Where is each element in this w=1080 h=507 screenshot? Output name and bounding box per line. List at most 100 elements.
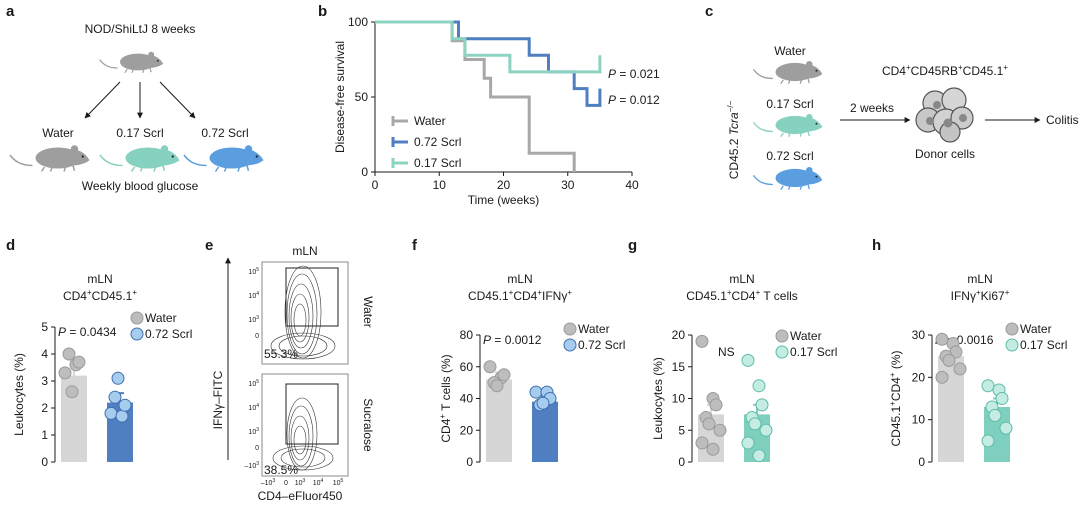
arrow-to-water [84,81,121,119]
svg-text:103: 103 [295,478,306,487]
panel-label-f: f [412,237,418,254]
mouse-icon-017-c [752,113,823,138]
b-xtick-label: 10 [433,178,447,192]
f-point [529,385,543,399]
g-ytick-label: 15 [672,360,686,374]
d-point [104,406,118,420]
svg-text:105: 105 [333,478,344,487]
flow-condition-bottom: Sucralose [361,398,375,452]
h-point [981,434,995,448]
d-ytick-label: 0 [41,455,48,469]
d-pvalue: P = 0.0434 [58,325,117,339]
f-bar-0 [486,379,512,462]
svg-text:104: 104 [313,478,324,487]
flow-plot-sucralose: 38.5% Sucralose 105 104 103 0 –103 –103 … [245,373,375,487]
h-point [995,392,1009,405]
h-point [935,332,949,346]
panel-d: d mLN CD4+CD45.1+ 0 1 2 3 4 5 Leukocytes (%) P = … [6,237,192,469]
panel-c: c CD45.2 Tcra−/− Water 0.17 Scrl 0.72 Sc… [705,3,1079,191]
mouse-icon-source [98,51,164,74]
flow-frame-bottom [261,373,349,477]
flow-yticks-top: 105 104 103 0 [248,267,259,340]
f-pvalue: P = 0.0012 [483,333,542,347]
f-point [497,368,511,382]
h-legend-label-0: Water [1020,322,1052,336]
panel-label-b: b [318,3,327,20]
f-point [536,396,550,410]
h-point [981,379,995,393]
f-point [490,379,504,393]
panel-label-a: a [6,3,15,20]
d-legend-label-1: 0.72 Scrl [145,327,192,341]
h-legend-label-1: 0.17 Scrl [1020,338,1067,352]
flow-condition-top: Water [361,296,375,328]
svg-text:–103: –103 [261,478,276,487]
mouse-icon-017 [99,144,181,173]
d-title: mLN [87,272,112,286]
svg-text:0: 0 [255,445,259,452]
g-legend-swatch-0 [775,329,789,343]
g-point [748,417,762,431]
svg-text:0: 0 [255,333,259,340]
b-legend-swatch-2 [391,158,408,168]
f-ytick-label: 0 [466,455,473,469]
group-label-072: 0.72 Scrl [201,126,248,140]
d-legend-swatch-0 [130,311,144,325]
flow-frame-top [261,261,349,365]
b-xtick-label: 20 [497,178,511,192]
panel-label-c: c [705,3,713,20]
panel-b: b 0 50 100 0 10 20 30 40 Time (weeks) Disease-fre… [318,3,660,207]
flow-plot-water: 55.3% Water 105 104 103 0 [248,261,375,365]
flow-xticks: –103 0 103 104 105 [261,478,344,487]
h-point [935,370,949,384]
h-subtitle: IFNγ+Ki67+ [951,288,1010,303]
b-xlabel: Time (weeks) [468,193,540,207]
b-pvalue-0: P = 0.021 [608,67,660,81]
recipient-label: CD45.2 Tcra−/− [726,100,741,179]
h-title: mLN [967,272,992,286]
b-series-line-1 [375,20,602,107]
d-point [111,371,125,385]
group-label-072-c: 0.72 Scrl [766,149,813,163]
f-bar-1 [532,401,558,462]
b-xtick-label: 40 [625,178,639,192]
group-label-water: Water [42,126,74,140]
b-legend-swatch-0 [391,116,408,126]
b-series-line-2 [375,20,602,74]
d-point [65,385,79,399]
g-point [695,334,709,348]
g-ylabel: Leukocytes (%) [651,357,665,440]
h-ytick-label: 10 [912,413,926,427]
svg-text:103: 103 [248,427,259,436]
strain-label: NOD/ShiLtJ 8 weeks [85,22,196,36]
d-point [62,347,76,361]
f-subtitle: CD45.1+CD4+IFNγ+ [468,288,572,303]
g-ytick-label: 10 [672,392,686,406]
b-ytick-label: 100 [348,15,368,29]
donor-label: Donor cells [915,147,975,161]
h-point [999,421,1013,435]
g-point [706,442,720,456]
footer-label: Weekly blood glucose [82,179,199,193]
d-subtitle: CD4+CD45.1+ [63,288,137,303]
arrow-to-072 [159,81,196,119]
f-ytick-label: 80 [460,328,474,342]
group-label-017-c: 0.17 Scrl [766,97,813,111]
f-legend-label-1: 0.72 Scrl [578,338,625,352]
h-point [953,362,967,376]
h-point [988,408,1002,422]
g-point [695,436,709,450]
g-title: mLN [729,272,754,286]
g-point [741,353,755,367]
g-legend-label-0: Water [790,329,822,343]
mouse-icon-072 [183,144,265,173]
svg-text:105: 105 [248,379,259,388]
d-ylabel: Leukocytes (%) [12,353,26,436]
g-subtitle: CD45.1+CD4+ T cells [686,288,798,303]
svg-text:105: 105 [248,267,259,276]
flow-contours-top [270,265,336,360]
g-legend-swatch-1 [775,345,789,359]
group-label-water-c: Water [774,44,806,58]
panel-label-e: e [205,237,213,254]
flow-percent-top: 55.3% [264,347,298,361]
